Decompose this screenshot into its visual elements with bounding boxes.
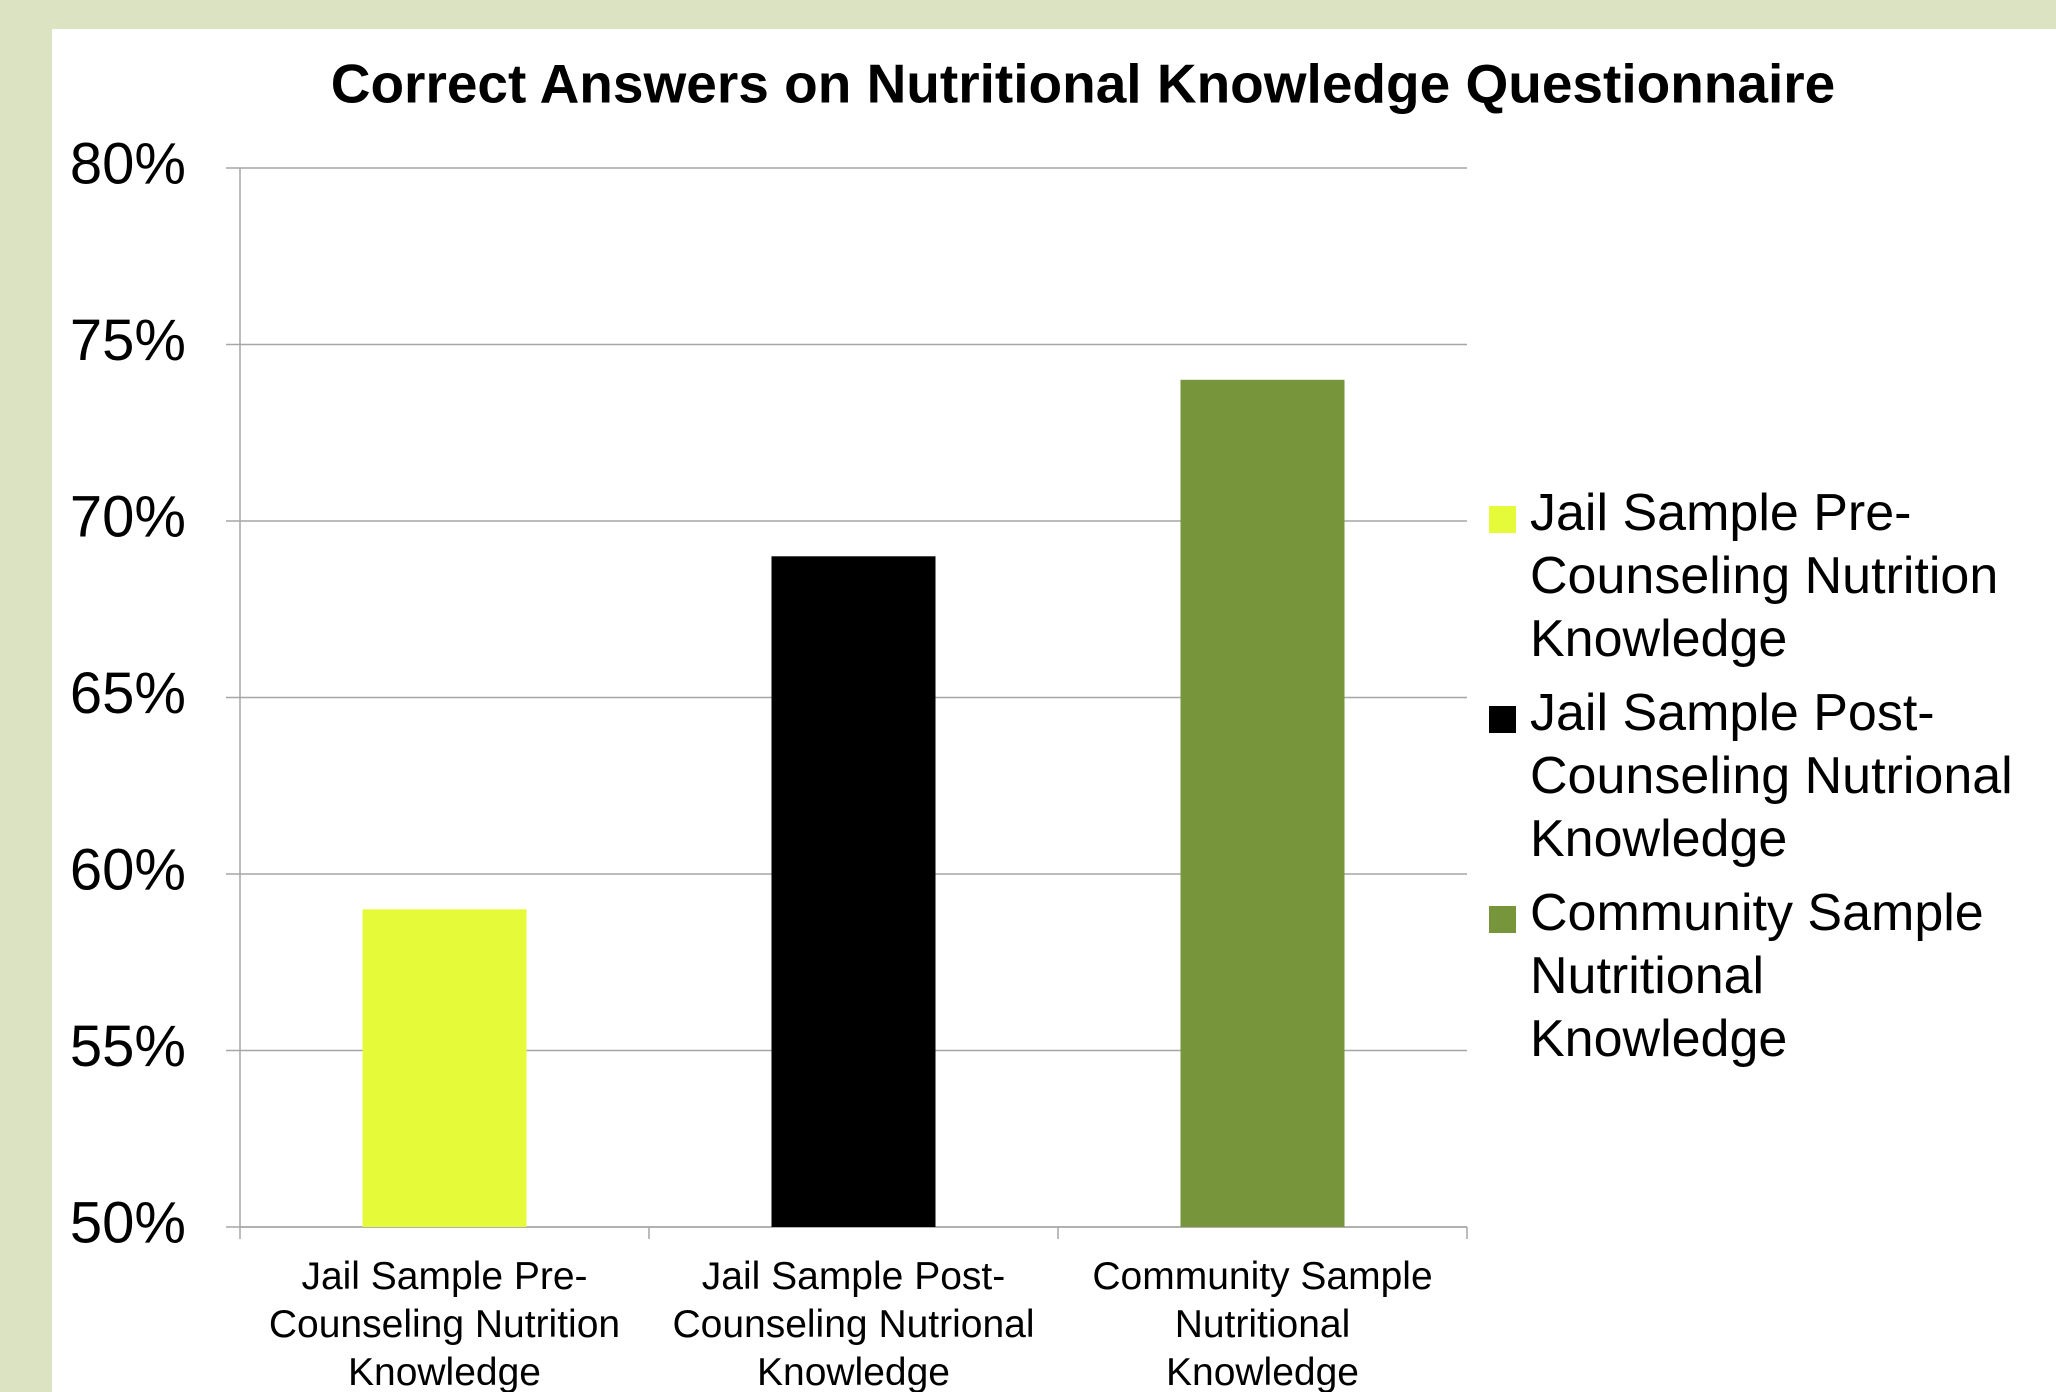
- legend-swatch: [1489, 706, 1516, 733]
- x-tick-label-box: Jail Sample Post-Counseling Nutrional Kn…: [672, 1255, 1035, 1392]
- legend-swatch: [1489, 906, 1516, 933]
- legend-label: Community Sample Nutritional Knowledge: [1530, 884, 1984, 1068]
- y-tick-label: 65%: [70, 661, 186, 726]
- y-tick-label: 70%: [70, 484, 186, 549]
- y-tick-label: 55%: [70, 1014, 186, 1079]
- y-tick-label: 80%: [70, 131, 186, 196]
- legend-label-box: Community Sample Nutritional Knowledge: [1530, 884, 1984, 1068]
- y-tick-label: 60%: [70, 837, 186, 902]
- x-tick-label: Jail Sample Post-Counseling Nutrional Kn…: [672, 1255, 1035, 1392]
- legend-label: Jail Sample Post-Counseling Nutrional Kn…: [1530, 684, 2013, 868]
- bar: [771, 556, 936, 1227]
- y-tick-label: 50%: [70, 1190, 186, 1255]
- legend-swatch: [1489, 506, 1516, 533]
- x-tick-label: Community Sample Nutritional Knowledge: [1092, 1255, 1433, 1392]
- legend-label-box: Jail Sample Pre-Counseling Nutrition Kno…: [1530, 484, 1999, 668]
- legend-label-box: Jail Sample Post-Counseling Nutrional Kn…: [1530, 684, 2013, 868]
- x-tick-label: Jail Sample Pre-Counseling Nutrition Kno…: [268, 1255, 621, 1392]
- bar: [1180, 379, 1345, 1227]
- chart-panel: Correct Answers on Nutritional Knowledge…: [52, 29, 2056, 1392]
- chart: Correct Answers on Nutritional Knowledge…: [70, 53, 2013, 1392]
- chart-title: Correct Answers on Nutritional Knowledge…: [331, 53, 1836, 115]
- legend-label: Jail Sample Pre-Counseling Nutrition Kno…: [1530, 484, 1999, 668]
- y-tick-label: 75%: [70, 308, 186, 373]
- x-tick-label-box: Jail Sample Pre-Counseling Nutrition Kno…: [268, 1255, 621, 1392]
- x-tick-label-box: Community Sample Nutritional Knowledge: [1092, 1255, 1433, 1392]
- bar: [362, 909, 527, 1227]
